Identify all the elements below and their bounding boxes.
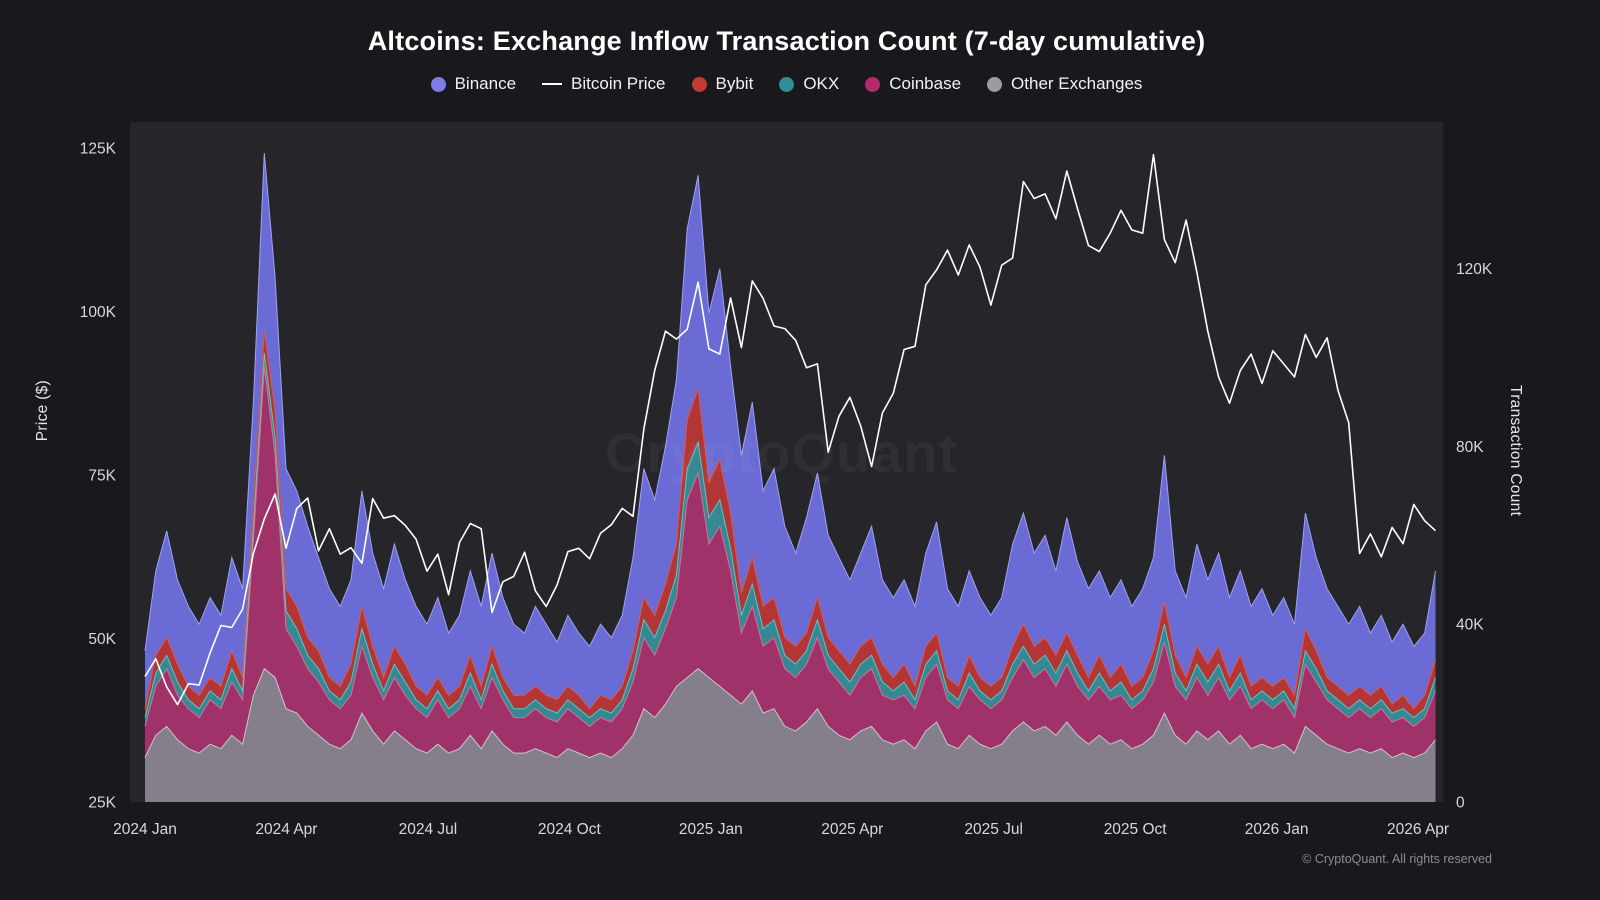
legend-label-other-exchanges: Other Exchanges: [1011, 74, 1143, 93]
bitcoin-price-line: [144, 153, 1437, 706]
legend-item-binance[interactable]: Binance: [430, 74, 517, 94]
left-axis-tick-label: 25K: [88, 795, 116, 812]
x-axis-tick-label: 2024 Apr: [255, 821, 317, 838]
legend-label-okx: OKX: [803, 74, 840, 93]
right-axis-title: Transaction Count: [1507, 385, 1524, 517]
area-edge-okx: [144, 353, 1436, 719]
other-exchanges-marker-icon: [987, 76, 1003, 92]
x-axis-tick-label: 2025 Apr: [821, 821, 883, 838]
bybit-marker-icon: [691, 76, 707, 92]
x-axis-tick-label: 2024 Jul: [399, 821, 458, 838]
area-binance: [145, 153, 1436, 803]
legend-label-bybit: Bybit: [715, 74, 754, 93]
area-edge-binance: [144, 153, 1436, 651]
area-edge-bybit: [144, 330, 1436, 710]
bitcoin-price-marker-icon: [542, 83, 563, 85]
x-axis-tick-label: 2025 Jan: [679, 821, 743, 838]
area-other-exchanges: [145, 668, 1436, 802]
right-axis-tick-label: 80K: [1456, 439, 1484, 456]
legend-label-bitcoin-price: Bitcoin Price: [571, 74, 666, 93]
legend-label-binance: Binance: [454, 74, 517, 93]
legend-item-bitcoin-price[interactable]: Bitcoin Price: [542, 74, 666, 94]
left-axis-tick-label: 75K: [88, 468, 116, 485]
x-axis-tick-label: 2024 Jan: [113, 821, 177, 838]
legend: Binance Bitcoin Price Bybit OKX Coinbase Othe…: [0, 74, 1573, 94]
legend-item-bybit[interactable]: Bybit: [691, 74, 754, 94]
legend-item-okx[interactable]: OKX: [779, 74, 839, 94]
x-axis-tick-label: 2025 Oct: [1104, 821, 1168, 838]
coinbase-marker-icon: [865, 76, 881, 92]
x-axis-tick-label: 2025 Jul: [964, 821, 1023, 838]
legend-item-other-exchanges[interactable]: Other Exchanges: [987, 74, 1142, 94]
left-axis-tick-label: 125K: [80, 141, 117, 158]
left-axis-tick-label: 50K: [88, 631, 116, 648]
x-axis-tick-label: 2024 Oct: [538, 821, 602, 838]
copyright-footer: © CryptoQuant. All rights reserved: [1302, 852, 1492, 866]
area-edge-coinbase: [144, 366, 1436, 728]
okx-marker-icon: [779, 76, 795, 92]
x-axis-tick-label: 2026 Jan: [1245, 821, 1309, 838]
left-axis-title: Price ($): [34, 380, 51, 442]
right-axis-tick-label: 0: [1456, 795, 1465, 812]
page-title: Altcoins: Exchange Inflow Transaction Co…: [367, 26, 1206, 56]
area-edge-other-exchanges: [144, 667, 1436, 759]
area-coinbase: [145, 366, 1436, 802]
left-axis-tick-label: 100K: [80, 304, 117, 321]
legend-label-coinbase: Coinbase: [889, 74, 962, 93]
right-axis-tick-label: 120K: [1456, 261, 1493, 278]
binance-marker-icon: [430, 76, 446, 92]
legend-item-coinbase[interactable]: Coinbase: [865, 74, 961, 94]
area-okx: [145, 353, 1436, 802]
right-axis-tick-label: 40K: [1456, 617, 1484, 634]
x-axis-tick-label: 2026 Apr: [1387, 821, 1449, 838]
